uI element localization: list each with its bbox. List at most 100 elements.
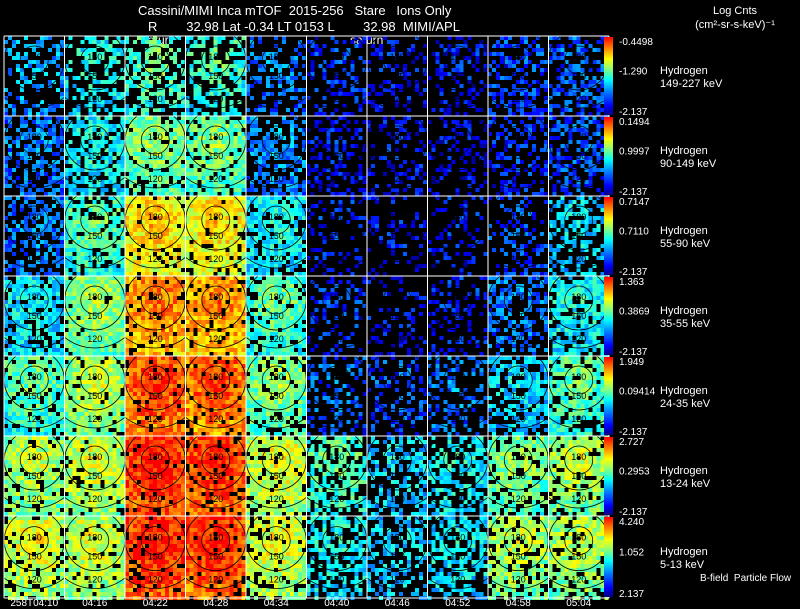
heat-cell bbox=[383, 272, 387, 276]
heat-cell bbox=[205, 196, 210, 200]
heat-cell bbox=[334, 208, 339, 212]
heat-cell bbox=[572, 64, 577, 68]
heat-cell bbox=[528, 260, 532, 264]
heat-cell bbox=[229, 168, 234, 172]
heat-cell bbox=[185, 108, 190, 112]
heat-cell bbox=[399, 128, 403, 132]
heat-cell bbox=[181, 208, 185, 212]
heat-cell bbox=[173, 172, 177, 176]
heat-cell bbox=[588, 232, 593, 236]
heat-cell bbox=[149, 156, 153, 160]
heat-cell bbox=[72, 220, 77, 224]
heat-cell bbox=[540, 272, 544, 276]
heat-cell bbox=[64, 204, 69, 208]
heat-cell bbox=[241, 224, 246, 228]
heat-cell bbox=[68, 60, 73, 64]
heat-cell bbox=[221, 244, 226, 248]
heat-cell bbox=[165, 180, 169, 184]
heat-cell bbox=[52, 168, 56, 172]
heat-cell bbox=[205, 240, 210, 244]
heat-cell bbox=[237, 212, 242, 216]
heat-cell bbox=[354, 128, 359, 132]
heat-cell bbox=[137, 160, 141, 164]
heat-cell bbox=[185, 176, 190, 180]
heat-cell bbox=[161, 124, 165, 128]
heat-cell bbox=[177, 160, 181, 164]
heat-cell bbox=[141, 100, 145, 104]
heat-cell bbox=[512, 84, 516, 88]
heat-cell bbox=[181, 72, 185, 76]
heat-cell bbox=[32, 48, 36, 52]
heat-cell bbox=[125, 40, 129, 44]
heat-cell bbox=[104, 244, 109, 248]
heat-cell bbox=[92, 256, 97, 260]
heat-cell bbox=[193, 144, 198, 148]
heat-cell bbox=[145, 68, 149, 72]
heat-cell bbox=[201, 72, 206, 76]
heat-cell bbox=[197, 88, 202, 92]
heat-cell bbox=[28, 108, 32, 112]
heat-cell bbox=[564, 180, 569, 184]
heat-cell bbox=[592, 148, 597, 152]
heat-cell bbox=[435, 140, 440, 144]
heat-cell bbox=[181, 248, 185, 252]
heat-cell bbox=[399, 120, 403, 124]
heat-cell bbox=[88, 196, 93, 200]
heat-cell bbox=[80, 216, 85, 220]
heat-cell bbox=[326, 64, 331, 68]
heat-cell bbox=[129, 224, 133, 228]
heat-cell bbox=[318, 112, 323, 116]
heat-cell bbox=[44, 124, 48, 128]
heat-cell bbox=[391, 136, 395, 140]
heat-cell bbox=[76, 76, 81, 80]
heat-cell bbox=[286, 120, 290, 124]
heat-cell bbox=[229, 220, 234, 224]
heat-cell bbox=[479, 240, 484, 244]
heat-cell bbox=[427, 240, 432, 244]
heat-cell bbox=[568, 260, 573, 264]
heat-cell bbox=[375, 220, 379, 224]
heat-cell bbox=[173, 232, 177, 236]
heat-cell bbox=[145, 172, 149, 176]
heat-cell bbox=[169, 220, 173, 224]
heat-cell bbox=[237, 160, 242, 164]
heat-cell bbox=[205, 92, 210, 96]
heat-cell bbox=[395, 100, 399, 104]
heat-cell bbox=[92, 208, 97, 212]
heat-cell bbox=[193, 88, 198, 92]
heat-cell bbox=[367, 100, 371, 104]
heat-cell bbox=[520, 108, 524, 112]
heat-cell bbox=[44, 60, 48, 64]
heat-cell bbox=[516, 128, 520, 132]
heat-cell bbox=[262, 188, 266, 192]
heat-cell bbox=[399, 220, 403, 224]
heat-cell bbox=[310, 184, 315, 188]
heat-cell bbox=[415, 148, 419, 152]
heat-cell bbox=[564, 184, 569, 188]
heat-cell bbox=[488, 236, 492, 240]
contour-label: 150 bbox=[148, 71, 163, 81]
heat-cell bbox=[262, 196, 266, 200]
field-direction-dot bbox=[576, 136, 581, 140]
heat-cell bbox=[294, 124, 298, 128]
heat-cell bbox=[596, 168, 601, 172]
heat-cell bbox=[504, 148, 508, 152]
heat-cell bbox=[64, 268, 69, 272]
heat-cell bbox=[524, 224, 528, 228]
heat-cell bbox=[488, 132, 492, 136]
heat-cell bbox=[362, 176, 367, 180]
heat-cell bbox=[213, 192, 218, 196]
heat-cell bbox=[290, 140, 294, 144]
heat-cell bbox=[201, 260, 206, 264]
field-direction-dot bbox=[395, 136, 400, 140]
heat-cell bbox=[250, 272, 254, 276]
heat-cell bbox=[483, 84, 488, 88]
heat-cell bbox=[237, 188, 242, 192]
heat-cell bbox=[12, 232, 16, 236]
heat-cell bbox=[278, 256, 282, 260]
heat-cell bbox=[391, 44, 395, 48]
heat-cell bbox=[24, 272, 28, 276]
field-direction-dot bbox=[455, 216, 460, 220]
heat-cell bbox=[225, 216, 230, 220]
heat-cell bbox=[88, 40, 93, 44]
